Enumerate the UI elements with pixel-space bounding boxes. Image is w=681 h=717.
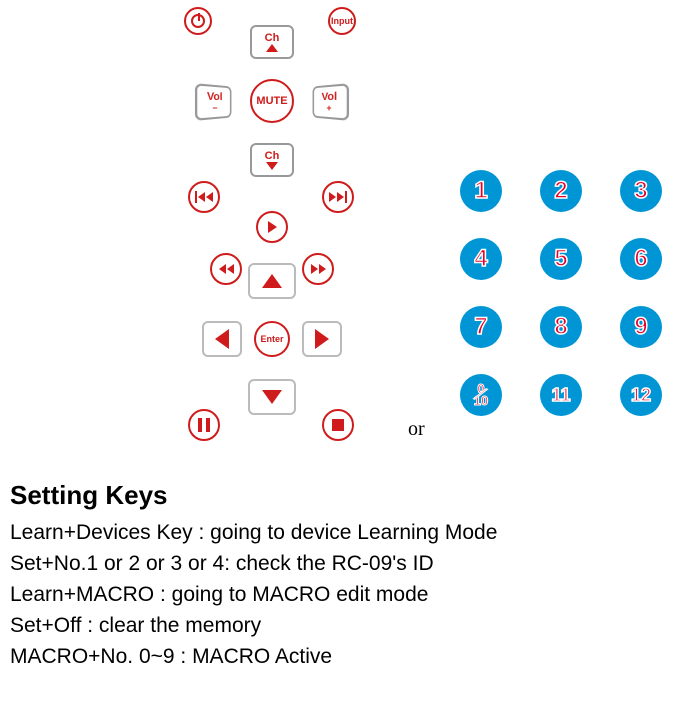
numkey-9[interactable]: 9 (620, 306, 662, 348)
input-button[interactable]: Input (328, 7, 356, 35)
arrow-left-button[interactable] (202, 321, 242, 357)
section-heading: Setting Keys (10, 480, 670, 511)
bar-icon (345, 191, 347, 203)
setting-line: MACRO+No. 0~9 : MACRO Active (10, 645, 670, 669)
arrow-right-icon (315, 329, 329, 349)
triangle-down-icon (266, 162, 278, 170)
pause-button[interactable] (188, 409, 220, 441)
arrow-down-button[interactable] (248, 379, 296, 415)
channel-down-button[interactable]: Ch (250, 143, 294, 177)
numkey-8[interactable]: 8 (540, 306, 582, 348)
numkey-2[interactable]: 2 (540, 170, 582, 212)
remote-cluster: Input Ch Vol − MUTE Vol + Ch (180, 3, 360, 443)
figure-region: Input Ch Vol − MUTE Vol + Ch (0, 0, 681, 445)
power-icon (191, 14, 205, 28)
ch-label: Ch (265, 150, 280, 162)
numkey-12[interactable]: 12 (620, 374, 662, 416)
or-separator: or (408, 418, 425, 441)
skip-back-button[interactable] (188, 181, 220, 213)
setting-keys-section: Setting Keys Learn+Devices Key : going t… (10, 480, 670, 676)
double-right-icon (329, 192, 344, 202)
numkey-3[interactable]: 3 (620, 170, 662, 212)
stop-icon (332, 419, 344, 431)
mute-button[interactable]: MUTE (250, 79, 294, 123)
enter-button[interactable]: Enter (254, 321, 290, 357)
setting-line: Learn+Devices Key : going to device Lear… (10, 521, 670, 545)
numkey-11[interactable]: 11 (540, 374, 582, 416)
stop-button[interactable] (322, 409, 354, 441)
number-pad: 1 2 3 4 5 6 7 8 9 010 ⁄ 11 12 (460, 170, 670, 442)
numkey-0-10[interactable]: 010 ⁄ (460, 374, 502, 416)
vol-minus: − (212, 103, 217, 113)
play-button[interactable] (256, 211, 288, 243)
volume-up-button[interactable]: Vol + (313, 83, 349, 121)
triangle-up-icon (266, 44, 278, 52)
vol-label: Vol (207, 91, 223, 104)
numkey-4[interactable]: 4 (460, 238, 502, 280)
skip-fwd-button[interactable] (322, 181, 354, 213)
vol-plus: + (327, 103, 332, 113)
vol-label: Vol (322, 91, 338, 104)
power-button[interactable] (184, 7, 212, 35)
arrow-right-button[interactable] (302, 321, 342, 357)
bar-icon (195, 191, 197, 203)
double-left-icon (198, 192, 213, 202)
numkey-7[interactable]: 7 (460, 306, 502, 348)
volume-down-button[interactable]: Vol − (195, 83, 231, 121)
dpad-cluster: Enter (206, 263, 338, 413)
arrow-down-icon (262, 390, 282, 404)
numkey-6[interactable]: 6 (620, 238, 662, 280)
play-icon (268, 221, 277, 233)
arrow-up-button[interactable] (248, 263, 296, 299)
numkey-1[interactable]: 1 (460, 170, 502, 212)
setting-line: Learn+MACRO : going to MACRO edit mode (10, 583, 670, 607)
numkey-5[interactable]: 5 (540, 238, 582, 280)
arrow-up-icon (262, 274, 282, 288)
setting-line: Set+Off : clear the memory (10, 614, 670, 638)
arrow-left-icon (215, 329, 229, 349)
pause-icon (198, 418, 210, 432)
channel-up-button[interactable]: Ch (250, 25, 294, 59)
ch-label: Ch (265, 32, 280, 44)
setting-line: Set+No.1 or 2 or 3 or 4: check the RC-09… (10, 552, 670, 576)
